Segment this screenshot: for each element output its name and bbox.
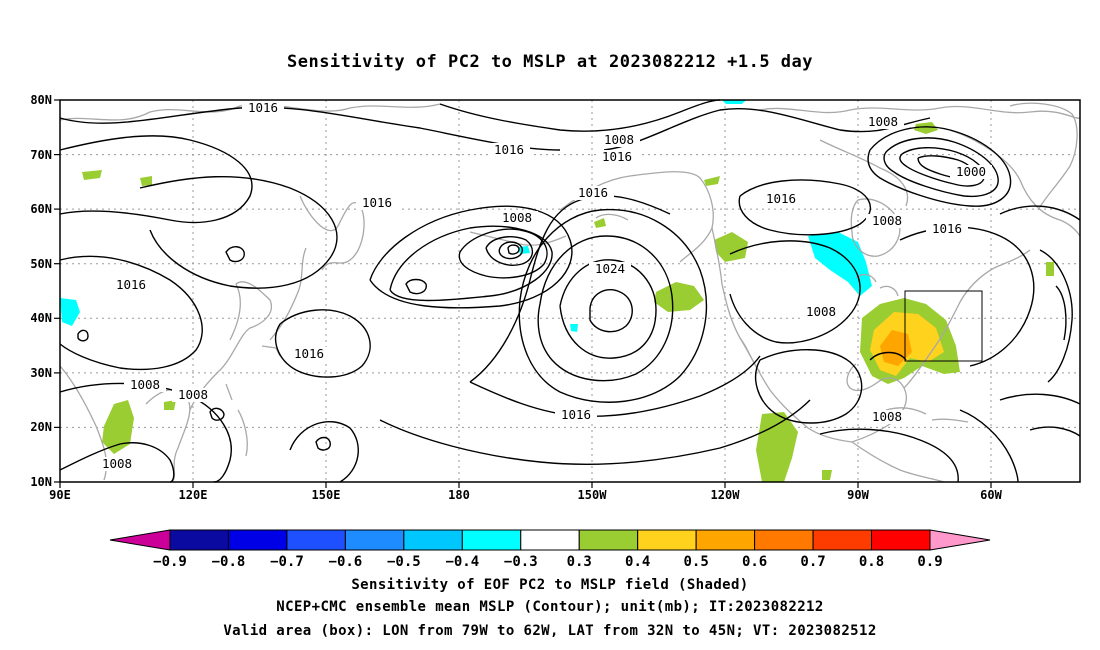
shade-pos-atlantic <box>1046 262 1054 276</box>
shade-pos-siberia-2 <box>140 176 152 186</box>
colorbar-label: −0.9 <box>153 554 187 570</box>
contour-label: 1024 <box>595 261 625 276</box>
contour-label: 1016 <box>362 195 392 210</box>
caption-line-2: NCEP+CMC ensemble mean MSLP (Contour); u… <box>276 599 823 615</box>
contour-label: 1016 <box>561 407 591 422</box>
lat-label-50n: 50N <box>30 257 52 271</box>
colorbar-label: −0.5 <box>387 554 421 570</box>
colorbar-swatch <box>578 529 639 551</box>
colorbar-label: 0.8 <box>859 554 884 570</box>
colorbar-end-high <box>929 529 991 551</box>
lat-label-40n: 40N <box>30 311 52 325</box>
contour-label: 1008 <box>178 387 208 402</box>
colorbar-label: −0.3 <box>504 554 538 570</box>
lon-label-150w: 150W <box>578 488 608 502</box>
shade-neg-pacific <box>570 324 578 332</box>
colorbar-label: 0.5 <box>684 554 709 570</box>
lon-label-90w: 90W <box>847 488 869 502</box>
colorbar-label: 0.9 <box>917 554 942 570</box>
contour-label: 1000 <box>956 164 986 179</box>
caption-line-1: Sensitivity of EOF PC2 to MSLP field (Sh… <box>351 577 748 593</box>
contour-label: 1016 <box>932 221 962 236</box>
colorbar-swatch <box>344 529 405 551</box>
contour-label: 1008 <box>872 213 902 228</box>
shade-pos-bay-bengal <box>102 400 134 454</box>
colorbar-label: −0.8 <box>212 554 246 570</box>
colorbar-swatch <box>286 529 346 551</box>
shade-pos-east-pacific-2 <box>822 470 832 480</box>
contour-label: 1008 <box>502 210 532 225</box>
contour-label: 1008 <box>872 409 902 424</box>
colorbar-swatch <box>403 529 463 551</box>
shade-pos-siberia <box>82 170 102 180</box>
contour-labels: 1016 1016 1016 1016 1016 1016 1016 1016 … <box>96 100 992 471</box>
colorbar-label: −0.7 <box>270 554 304 570</box>
shade-neg-great-lakes <box>808 232 872 296</box>
lon-label-60w: 60W <box>980 488 1002 502</box>
contour-label: 1016 <box>248 100 278 115</box>
mslp-contours <box>59 99 1081 483</box>
contour-label: 1016 <box>602 149 632 164</box>
map-frame <box>59 99 1081 483</box>
colorbar-swatch <box>169 529 229 551</box>
colorbar-swatch <box>871 529 931 551</box>
colorbar-swatch <box>695 529 756 551</box>
lon-label-180: 180 <box>448 488 470 502</box>
colorbar-swatch <box>520 529 580 551</box>
colorbar-swatch <box>754 529 814 551</box>
lon-label-150e: 150E <box>312 488 341 502</box>
lat-label-60n: 60N <box>30 202 52 216</box>
colorbar-swatch <box>227 529 288 551</box>
contour-label: 1016 <box>578 185 608 200</box>
contour-label: 1008 <box>604 132 634 147</box>
lat-label-80n: 80N <box>30 93 52 107</box>
sensitivity-shading <box>60 100 1054 482</box>
lon-labels: 90E 120E 150E 180 150W 120W 90W 60W <box>49 488 1002 502</box>
colorbar-label: −0.4 <box>445 554 479 570</box>
shade-pos-alaska <box>704 176 720 186</box>
colorbar-swatch <box>812 529 873 551</box>
lon-label-120w: 120W <box>711 488 741 502</box>
colorbar: −0.9 −0.8 −0.7 −0.6 −0.5 −0.4 −0.3 0.3 0.4 0.5 0.6… <box>109 529 991 570</box>
colorbar-label: −0.6 <box>329 554 363 570</box>
lon-label-90e: 90E <box>49 488 71 502</box>
colorbar-label: 0.6 <box>742 554 767 570</box>
map-panel: 1016 1016 1016 1016 1016 1016 1016 1016 … <box>30 93 1081 502</box>
colorbar-swatch <box>637 529 697 551</box>
shade-neg-south-asia <box>60 298 80 326</box>
contour-label: 1016 <box>116 277 146 292</box>
contour-label: 1008 <box>130 377 160 392</box>
contour-label: 1016 <box>766 191 796 206</box>
contour-label: 1008 <box>868 114 898 129</box>
lon-label-120e: 120E <box>179 488 208 502</box>
tick-marks <box>54 99 992 488</box>
lat-label-10n: 10N <box>30 475 52 489</box>
contour-label: 1016 <box>294 346 324 361</box>
shade-neg-arctic <box>722 100 746 104</box>
shade-neg-bering <box>518 246 530 254</box>
contour-label: 1008 <box>102 456 132 471</box>
colorbar-swatch <box>461 529 522 551</box>
lat-label-30n: 30N <box>30 366 52 380</box>
lat-label-20n: 20N <box>30 420 52 434</box>
shade-pos-gulf-alaska <box>594 218 606 228</box>
colorbar-end-low <box>109 529 171 551</box>
contour-label: 1008 <box>806 304 836 319</box>
figure-title: Sensitivity of PC2 to MSLP at 2023082212… <box>287 52 813 72</box>
lat-label-70n: 70N <box>30 148 52 162</box>
contour-label: 1016 <box>494 142 524 157</box>
colorbar-label: 0.7 <box>800 554 825 570</box>
valid-area-box <box>904 290 983 362</box>
lat-labels: 80N 70N 60N 50N 40N 30N 20N 10N <box>30 93 52 489</box>
shade-pos-ne-pacific <box>654 282 704 312</box>
shade-pos-bc-coast <box>714 232 748 262</box>
colorbar-label: 0.3 <box>567 554 592 570</box>
shade-pos-greenland <box>914 122 938 134</box>
colorbar-label: 0.4 <box>625 554 650 570</box>
shade-pos-indochina <box>164 400 176 410</box>
caption-line-3: Valid area (box): LON from 79W to 62W, L… <box>223 623 876 639</box>
